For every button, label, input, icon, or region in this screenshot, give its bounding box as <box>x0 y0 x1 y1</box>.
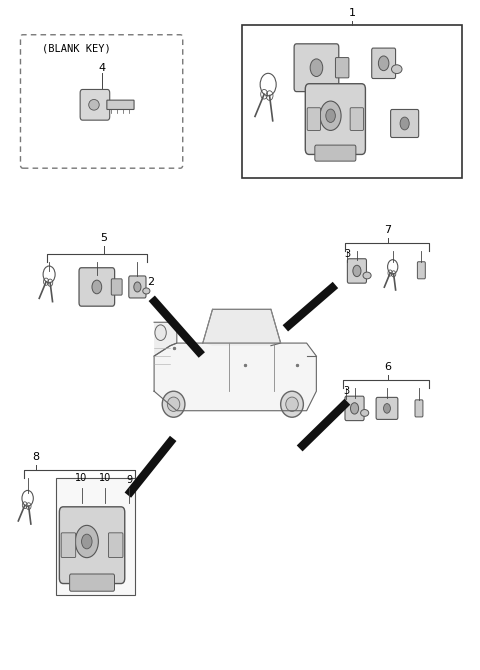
Circle shape <box>92 280 102 293</box>
FancyBboxPatch shape <box>348 259 366 283</box>
Ellipse shape <box>392 65 402 74</box>
Text: 6: 6 <box>384 362 391 372</box>
FancyBboxPatch shape <box>108 533 123 557</box>
Circle shape <box>326 109 336 123</box>
FancyBboxPatch shape <box>350 108 363 131</box>
Ellipse shape <box>363 272 371 279</box>
Text: 4: 4 <box>98 63 105 73</box>
Ellipse shape <box>89 99 99 110</box>
FancyBboxPatch shape <box>376 397 398 419</box>
Circle shape <box>350 403 359 414</box>
FancyBboxPatch shape <box>315 145 356 161</box>
FancyBboxPatch shape <box>391 109 419 137</box>
Text: 3: 3 <box>344 249 350 259</box>
Ellipse shape <box>360 409 369 416</box>
Bar <box>242 25 462 178</box>
FancyBboxPatch shape <box>415 400 423 417</box>
Ellipse shape <box>155 325 166 340</box>
Ellipse shape <box>286 397 298 411</box>
Text: (BLANK KEY): (BLANK KEY) <box>42 43 111 53</box>
Circle shape <box>134 282 141 292</box>
Circle shape <box>320 101 341 131</box>
Bar <box>56 478 135 595</box>
Circle shape <box>310 59 323 76</box>
Text: 7: 7 <box>384 225 392 235</box>
FancyBboxPatch shape <box>21 35 183 168</box>
Ellipse shape <box>168 397 180 411</box>
Text: 2: 2 <box>147 277 154 287</box>
Polygon shape <box>203 310 281 346</box>
Text: 10: 10 <box>75 473 88 483</box>
Text: 9: 9 <box>126 475 132 485</box>
Polygon shape <box>154 343 316 411</box>
FancyBboxPatch shape <box>345 396 364 421</box>
Text: 8: 8 <box>32 452 39 462</box>
FancyBboxPatch shape <box>305 84 365 155</box>
FancyBboxPatch shape <box>70 574 115 591</box>
FancyBboxPatch shape <box>418 262 425 279</box>
FancyBboxPatch shape <box>336 58 349 78</box>
FancyBboxPatch shape <box>129 276 146 298</box>
Circle shape <box>82 534 92 549</box>
Text: 1: 1 <box>348 8 356 18</box>
Ellipse shape <box>162 391 185 417</box>
FancyBboxPatch shape <box>79 268 115 306</box>
Text: 3: 3 <box>343 387 349 397</box>
Text: 5: 5 <box>100 233 108 243</box>
FancyBboxPatch shape <box>61 533 76 557</box>
Text: 10: 10 <box>99 473 111 483</box>
Ellipse shape <box>281 391 303 417</box>
FancyBboxPatch shape <box>372 48 396 78</box>
FancyBboxPatch shape <box>107 100 134 109</box>
Circle shape <box>378 56 389 70</box>
FancyBboxPatch shape <box>294 44 339 92</box>
FancyBboxPatch shape <box>307 108 321 131</box>
FancyBboxPatch shape <box>80 90 110 120</box>
Circle shape <box>75 525 98 557</box>
FancyBboxPatch shape <box>60 507 125 584</box>
FancyBboxPatch shape <box>111 279 122 295</box>
Circle shape <box>400 117 409 130</box>
Ellipse shape <box>143 288 150 294</box>
Circle shape <box>384 403 390 413</box>
Circle shape <box>353 265 361 277</box>
Polygon shape <box>154 322 177 356</box>
